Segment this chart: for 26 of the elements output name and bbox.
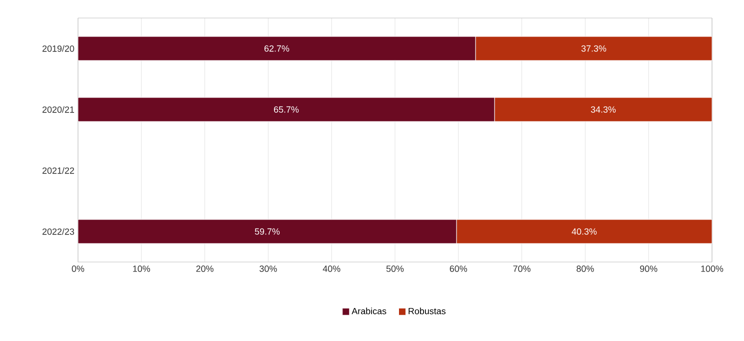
x-tick-label: 30% [260,266,277,272]
data-label: 62.7% [264,45,290,52]
x-tick-label: 100% [701,266,724,272]
data-label: 40.3% [572,228,597,235]
x-tick-label: 20% [196,266,214,272]
data-label: 59.7% [254,228,280,235]
y-tick-label: 2019/20 [42,45,74,52]
legend-label: Robustas [408,308,446,314]
x-tick-label: 90% [640,266,658,272]
bar [78,36,476,61]
x-tick-label: 60% [450,266,468,272]
y-tick-label: 2021/22 [42,167,74,174]
x-tick-label: 10% [133,266,150,272]
data-label: 65.7% [274,106,299,113]
legend-label: Arabicas [352,308,386,314]
bar [78,97,495,122]
bar [78,219,457,244]
x-tick-label: 40% [322,266,340,272]
x-tick-label: 0% [72,266,84,272]
x-tick-label: 70% [513,266,530,272]
data-label: 37.3% [581,45,606,52]
x-tick-label: 80% [576,266,594,272]
y-tick-label: 2022/23 [42,228,74,235]
data-label: 34.3% [590,106,616,113]
x-tick-label: 50% [386,266,404,272]
y-tick-label: 2020/21 [42,106,74,113]
